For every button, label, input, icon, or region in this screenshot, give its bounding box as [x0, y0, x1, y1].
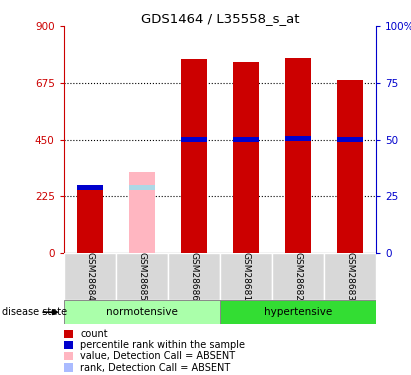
Bar [181, 137, 207, 142]
Bar [64, 253, 116, 300]
Bar [233, 137, 259, 142]
Bar [168, 253, 220, 300]
Text: normotensive: normotensive [106, 307, 178, 317]
Bar [220, 300, 376, 324]
Bar [116, 253, 168, 300]
Bar [77, 185, 103, 190]
Text: GSM28682: GSM28682 [293, 252, 302, 301]
Bar [285, 58, 311, 253]
Bar [64, 300, 220, 324]
Bar [181, 59, 207, 253]
Text: GSM28685: GSM28685 [137, 252, 146, 301]
Bar [285, 136, 311, 141]
Text: rank, Detection Call = ABSENT: rank, Detection Call = ABSENT [80, 363, 231, 372]
Text: GSM28684: GSM28684 [85, 252, 94, 301]
Text: disease state: disease state [2, 307, 67, 317]
Text: GSM28681: GSM28681 [241, 252, 250, 301]
Bar [220, 253, 272, 300]
Text: count: count [80, 329, 108, 339]
Bar [77, 188, 103, 253]
Title: GDS1464 / L35558_s_at: GDS1464 / L35558_s_at [141, 12, 299, 25]
Text: GSM28683: GSM28683 [346, 252, 355, 301]
Text: hypertensive: hypertensive [264, 307, 332, 317]
Text: GSM28686: GSM28686 [189, 252, 199, 301]
Bar [324, 253, 376, 300]
Text: value, Detection Call = ABSENT: value, Detection Call = ABSENT [80, 351, 235, 361]
Bar [337, 137, 363, 142]
Bar [129, 172, 155, 253]
Bar [337, 81, 363, 253]
Bar [129, 185, 155, 190]
Text: percentile rank within the sample: percentile rank within the sample [80, 340, 245, 350]
Bar [272, 253, 324, 300]
Bar [233, 62, 259, 253]
